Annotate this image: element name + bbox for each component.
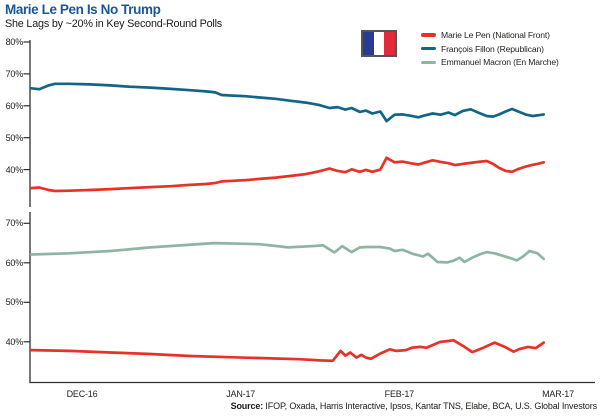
x-tick-label: JAN-17 <box>226 389 256 399</box>
source-text: IFOP, Oxada, Harris Interactive, Ipsos, … <box>263 401 597 411</box>
source-note: Source: IFOP, Oxada, Harris Interactive,… <box>230 401 598 411</box>
legend-item-label: Emmanuel Macron (En Marche) <box>441 57 559 68</box>
legend-line-swatch-icon <box>421 46 436 51</box>
line-fran-ois-fillon-republican-top <box>29 82 546 123</box>
x-tick-label: MAR-17 <box>542 389 574 399</box>
x-tick-label: DEC-16 <box>66 389 98 399</box>
y-tick-label: 40% <box>5 336 24 347</box>
line-emmanuel-macron-en-marche-bottom <box>29 241 546 264</box>
legend-line-swatch-icon <box>421 60 436 65</box>
y-tick-label: 70% <box>5 218 24 229</box>
legend-item-label: François Fillon (Republican) <box>441 43 544 54</box>
line-marie-le-pen-national-front-bottom <box>29 338 546 363</box>
y-tick-label: 50% <box>5 132 24 143</box>
legend-item-label: Marie Le Pen (National Front) <box>441 29 550 40</box>
legend-line-swatch-icon <box>421 33 436 37</box>
y-tick-label: 40% <box>5 164 24 175</box>
y-tick-label: 50% <box>5 297 24 308</box>
legend: Marie Le Pen (National Front) François Fi… <box>421 28 559 69</box>
y-tick-label: 80% <box>5 37 24 47</box>
source-label: Source: <box>230 401 264 411</box>
chart-subtitle: She Lags by ~20% in Key Second-Round Pol… <box>5 18 222 30</box>
x-tick-label: FEB-17 <box>384 389 415 399</box>
legend-item: François Fillon (Republican) <box>421 42 559 56</box>
legend-item: Emmanuel Macron (En Marche) <box>421 56 559 70</box>
flag-white-stripe <box>373 32 385 55</box>
y-tick-label: 60% <box>5 100 24 111</box>
chart-title: Marie Le Pen Is No Trump <box>5 2 161 17</box>
y-tick-label: 70% <box>5 68 24 79</box>
flag-red-stripe <box>384 32 396 55</box>
legend-item: Marie Le Pen (National Front) <box>421 28 559 42</box>
y-tick-label: 60% <box>5 257 24 268</box>
france-flag-icon <box>361 30 397 57</box>
line-marie-le-pen-national-front-top <box>29 156 546 193</box>
flag-blue-stripe <box>363 32 374 55</box>
